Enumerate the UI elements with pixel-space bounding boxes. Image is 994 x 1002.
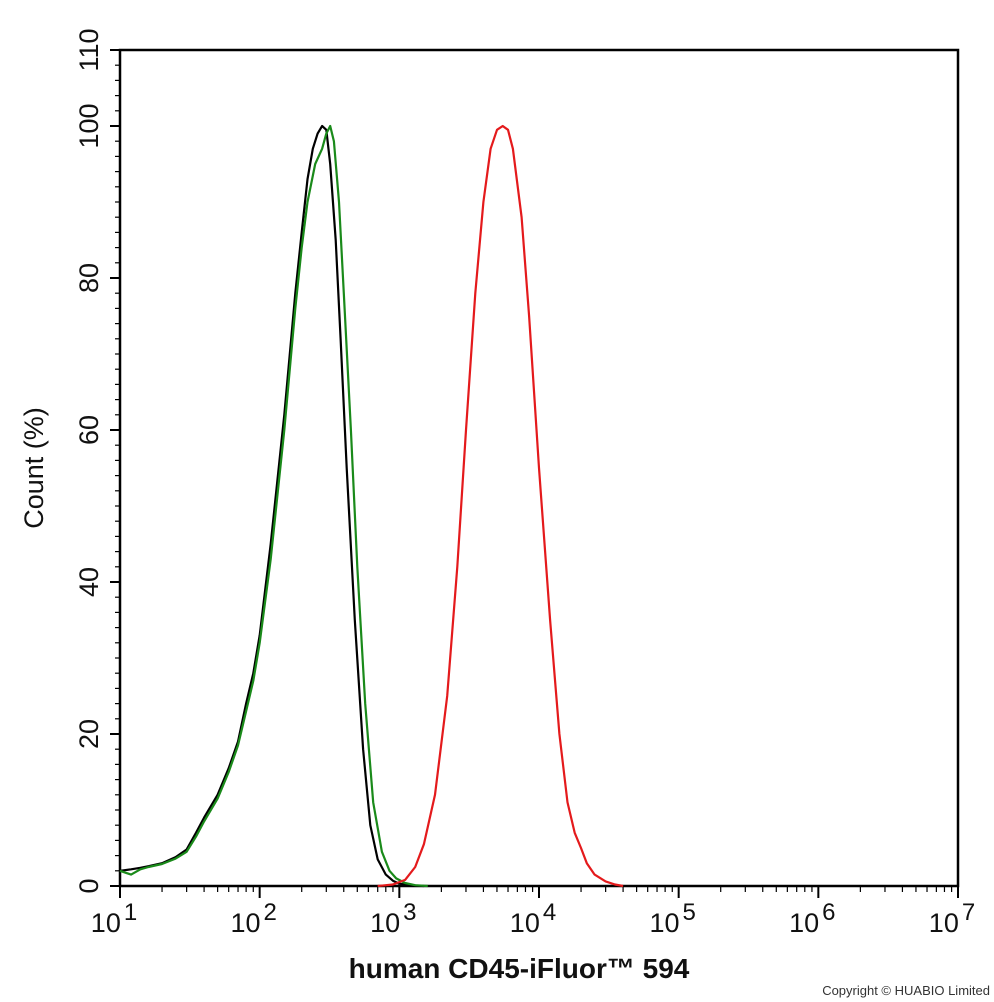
y-tick-label: 80 <box>74 263 104 293</box>
y-tick-label: 60 <box>74 415 104 445</box>
histogram-series-2 <box>119 124 428 888</box>
histogram-series-1 <box>119 124 424 888</box>
x-tick-label: 10 4 <box>510 899 556 938</box>
series-group <box>119 124 624 888</box>
x-tick-label: 10 6 <box>789 899 835 938</box>
y-tick-label: 40 <box>74 567 104 597</box>
x-tick-label: 10 1 <box>91 899 137 938</box>
x-axis: 10 1 10 2 10 3 10 4 10 5 10 6 10 7 <box>91 886 975 938</box>
x-tick-label: 10 3 <box>370 899 416 938</box>
y-axis-title: Count (%) <box>19 407 49 529</box>
y-tick-label: 20 <box>74 719 104 749</box>
y-tick-label: 0 <box>74 878 104 893</box>
x-axis-title: human CD45-iFluor™ 594 <box>349 953 690 984</box>
copyright-notice: Copyright © HUABIO Limited <box>822 983 990 998</box>
x-tick-label: 10 2 <box>230 899 276 938</box>
x-tick-label: 10 7 <box>929 899 975 938</box>
x-tick-label: 10 5 <box>649 899 695 938</box>
y-tick-label: 100 <box>74 103 104 148</box>
histogram-series-3 <box>377 124 624 888</box>
y-axis: 0 20 40 60 80 100 110 <box>74 28 120 894</box>
y-tick-label: 110 <box>74 28 104 71</box>
